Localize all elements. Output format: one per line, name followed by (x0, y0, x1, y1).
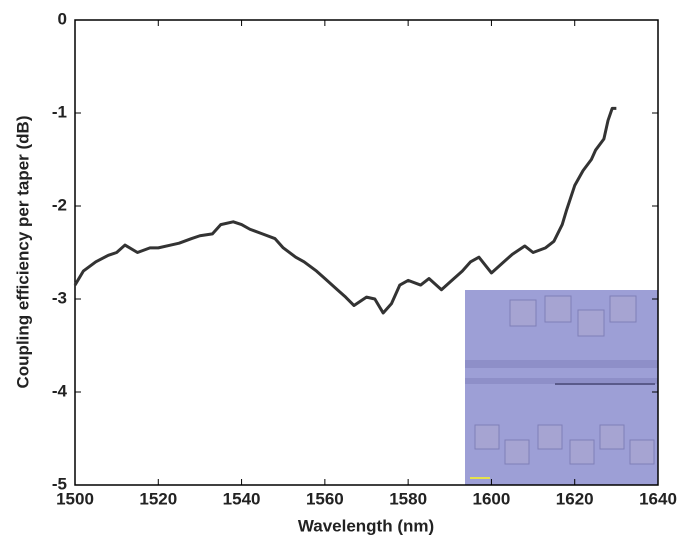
plot-frame (74, 19, 659, 486)
x-tick-label: 1500 (56, 489, 94, 508)
x-tick-label: 1620 (556, 489, 594, 508)
x-tick-label: 1580 (389, 489, 427, 508)
x-tick-label: 1540 (223, 489, 261, 508)
inset-micrograph (465, 290, 658, 485)
y-tick-label: -3 (52, 288, 67, 307)
y-axis-label: Coupling efficiency per taper (dB) (13, 116, 32, 389)
y-tick-label: 0 (58, 9, 67, 28)
x-tick-label: 1560 (306, 489, 344, 508)
data-line (73, 106, 617, 315)
x-tick-label: 1600 (473, 489, 511, 508)
y-tick-label: -5 (52, 474, 67, 493)
x-axis-label: Wavelength (nm) (298, 516, 434, 535)
y-tick-label: -4 (52, 381, 68, 400)
y-tick-label: -2 (52, 195, 67, 214)
x-tick-label: 1640 (639, 489, 677, 508)
y-tick-label: -1 (52, 102, 67, 121)
x-tick-label: 1520 (139, 489, 177, 508)
